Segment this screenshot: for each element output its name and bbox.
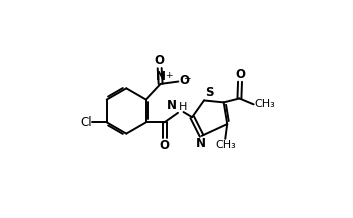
Text: N: N [167, 99, 177, 112]
Text: O: O [160, 139, 169, 152]
Text: S: S [205, 86, 214, 99]
Text: O: O [235, 68, 245, 81]
Text: −: − [183, 73, 191, 82]
Text: +: + [165, 71, 173, 80]
Text: CH₃: CH₃ [215, 140, 236, 150]
Text: O: O [155, 54, 165, 67]
Text: N: N [156, 70, 166, 83]
Text: O: O [179, 74, 189, 87]
Text: CH₃: CH₃ [255, 99, 275, 109]
Text: H: H [179, 102, 187, 112]
Text: N: N [196, 138, 206, 150]
Text: Cl: Cl [80, 116, 92, 129]
